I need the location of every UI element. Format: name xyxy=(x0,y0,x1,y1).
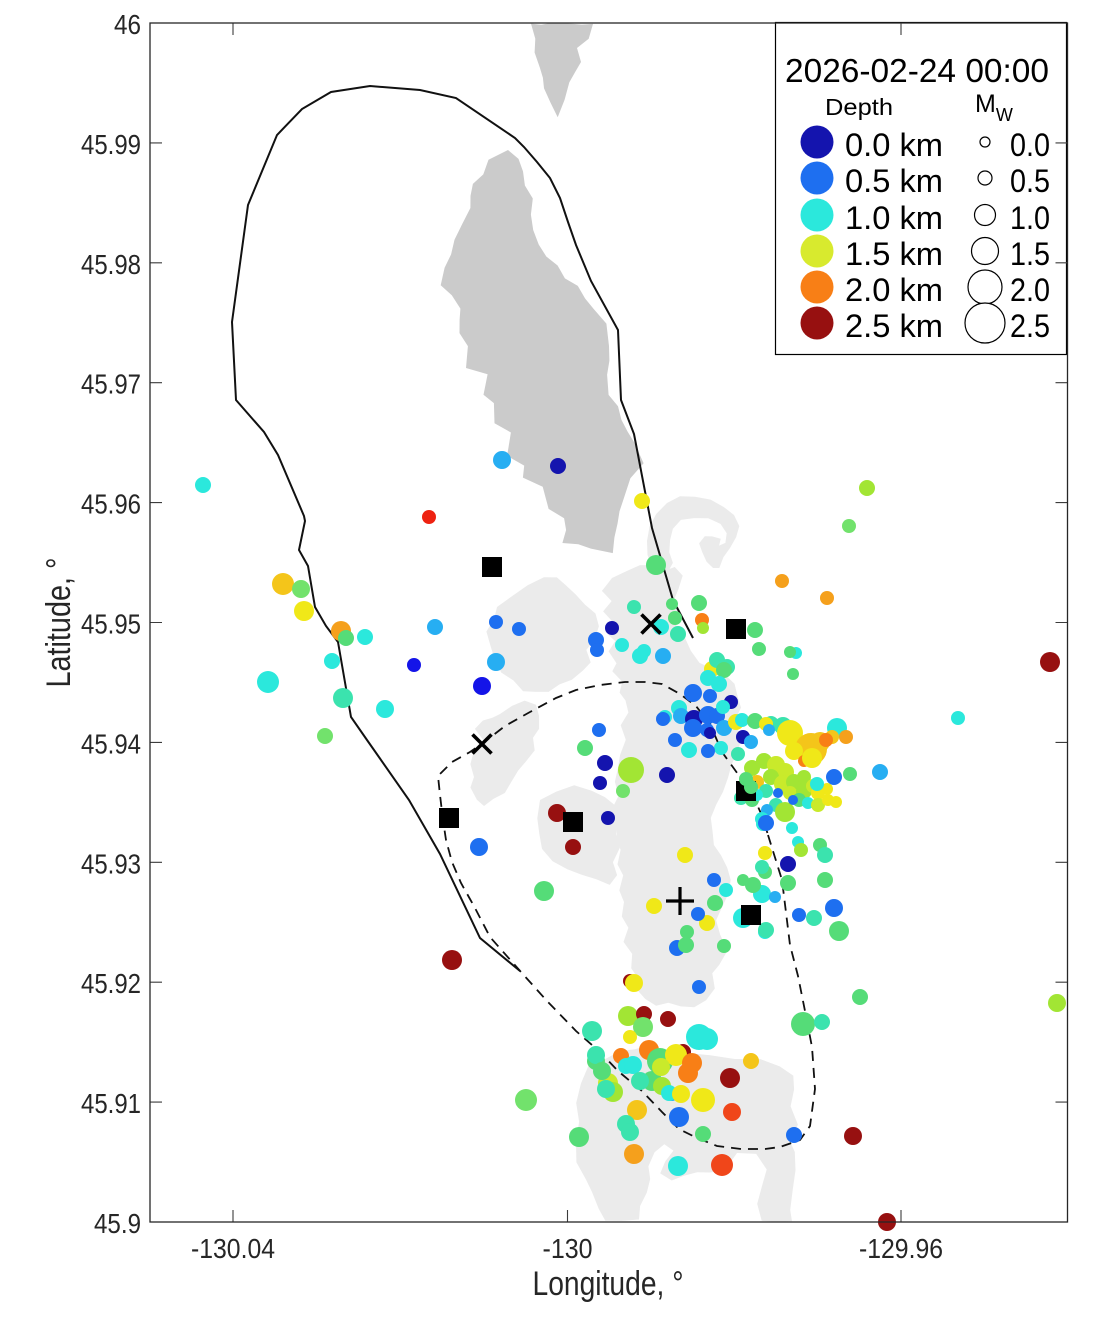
svg-text:1.0 km: 1.0 km xyxy=(845,200,943,236)
svg-text:Depth: Depth xyxy=(825,94,893,120)
svg-text:0.0: 0.0 xyxy=(1010,127,1050,163)
svg-text:45.97: 45.97 xyxy=(81,369,141,400)
svg-text:0.5: 0.5 xyxy=(1010,163,1050,199)
svg-text:45.94: 45.94 xyxy=(81,728,141,759)
svg-text:2.5 km: 2.5 km xyxy=(845,308,943,344)
svg-text:0.0 km: 0.0 km xyxy=(845,127,943,163)
svg-text:46: 46 xyxy=(114,9,141,40)
svg-text:45.95: 45.95 xyxy=(81,609,141,640)
svg-text:Latitude, °: Latitude, ° xyxy=(40,558,78,688)
svg-text:2026-02-24 00:00: 2026-02-24 00:00 xyxy=(785,52,1049,89)
svg-text:2.5: 2.5 xyxy=(1010,308,1050,344)
svg-text:-130.04: -130.04 xyxy=(191,1233,275,1264)
svg-text:1.5 km: 1.5 km xyxy=(845,236,943,272)
svg-text:-130: -130 xyxy=(543,1233,593,1264)
svg-text:45.91: 45.91 xyxy=(81,1088,141,1119)
svg-text:-129.96: -129.96 xyxy=(859,1233,943,1264)
svg-text:Longitude, °: Longitude, ° xyxy=(533,1265,684,1303)
svg-text:45.99: 45.99 xyxy=(81,129,141,160)
svg-text:0.5 km: 0.5 km xyxy=(845,163,943,199)
svg-text:2.0 km: 2.0 km xyxy=(845,272,943,308)
svg-text:1.0: 1.0 xyxy=(1010,200,1050,236)
svg-text:45.9: 45.9 xyxy=(94,1208,141,1239)
svg-text:45.96: 45.96 xyxy=(81,489,141,520)
svg-text:2.0: 2.0 xyxy=(1010,272,1050,308)
svg-text:45.93: 45.93 xyxy=(81,848,141,879)
svg-text:1.5: 1.5 xyxy=(1010,236,1050,272)
svg-text:45.92: 45.92 xyxy=(81,968,141,999)
svg-text:45.98: 45.98 xyxy=(81,249,141,280)
